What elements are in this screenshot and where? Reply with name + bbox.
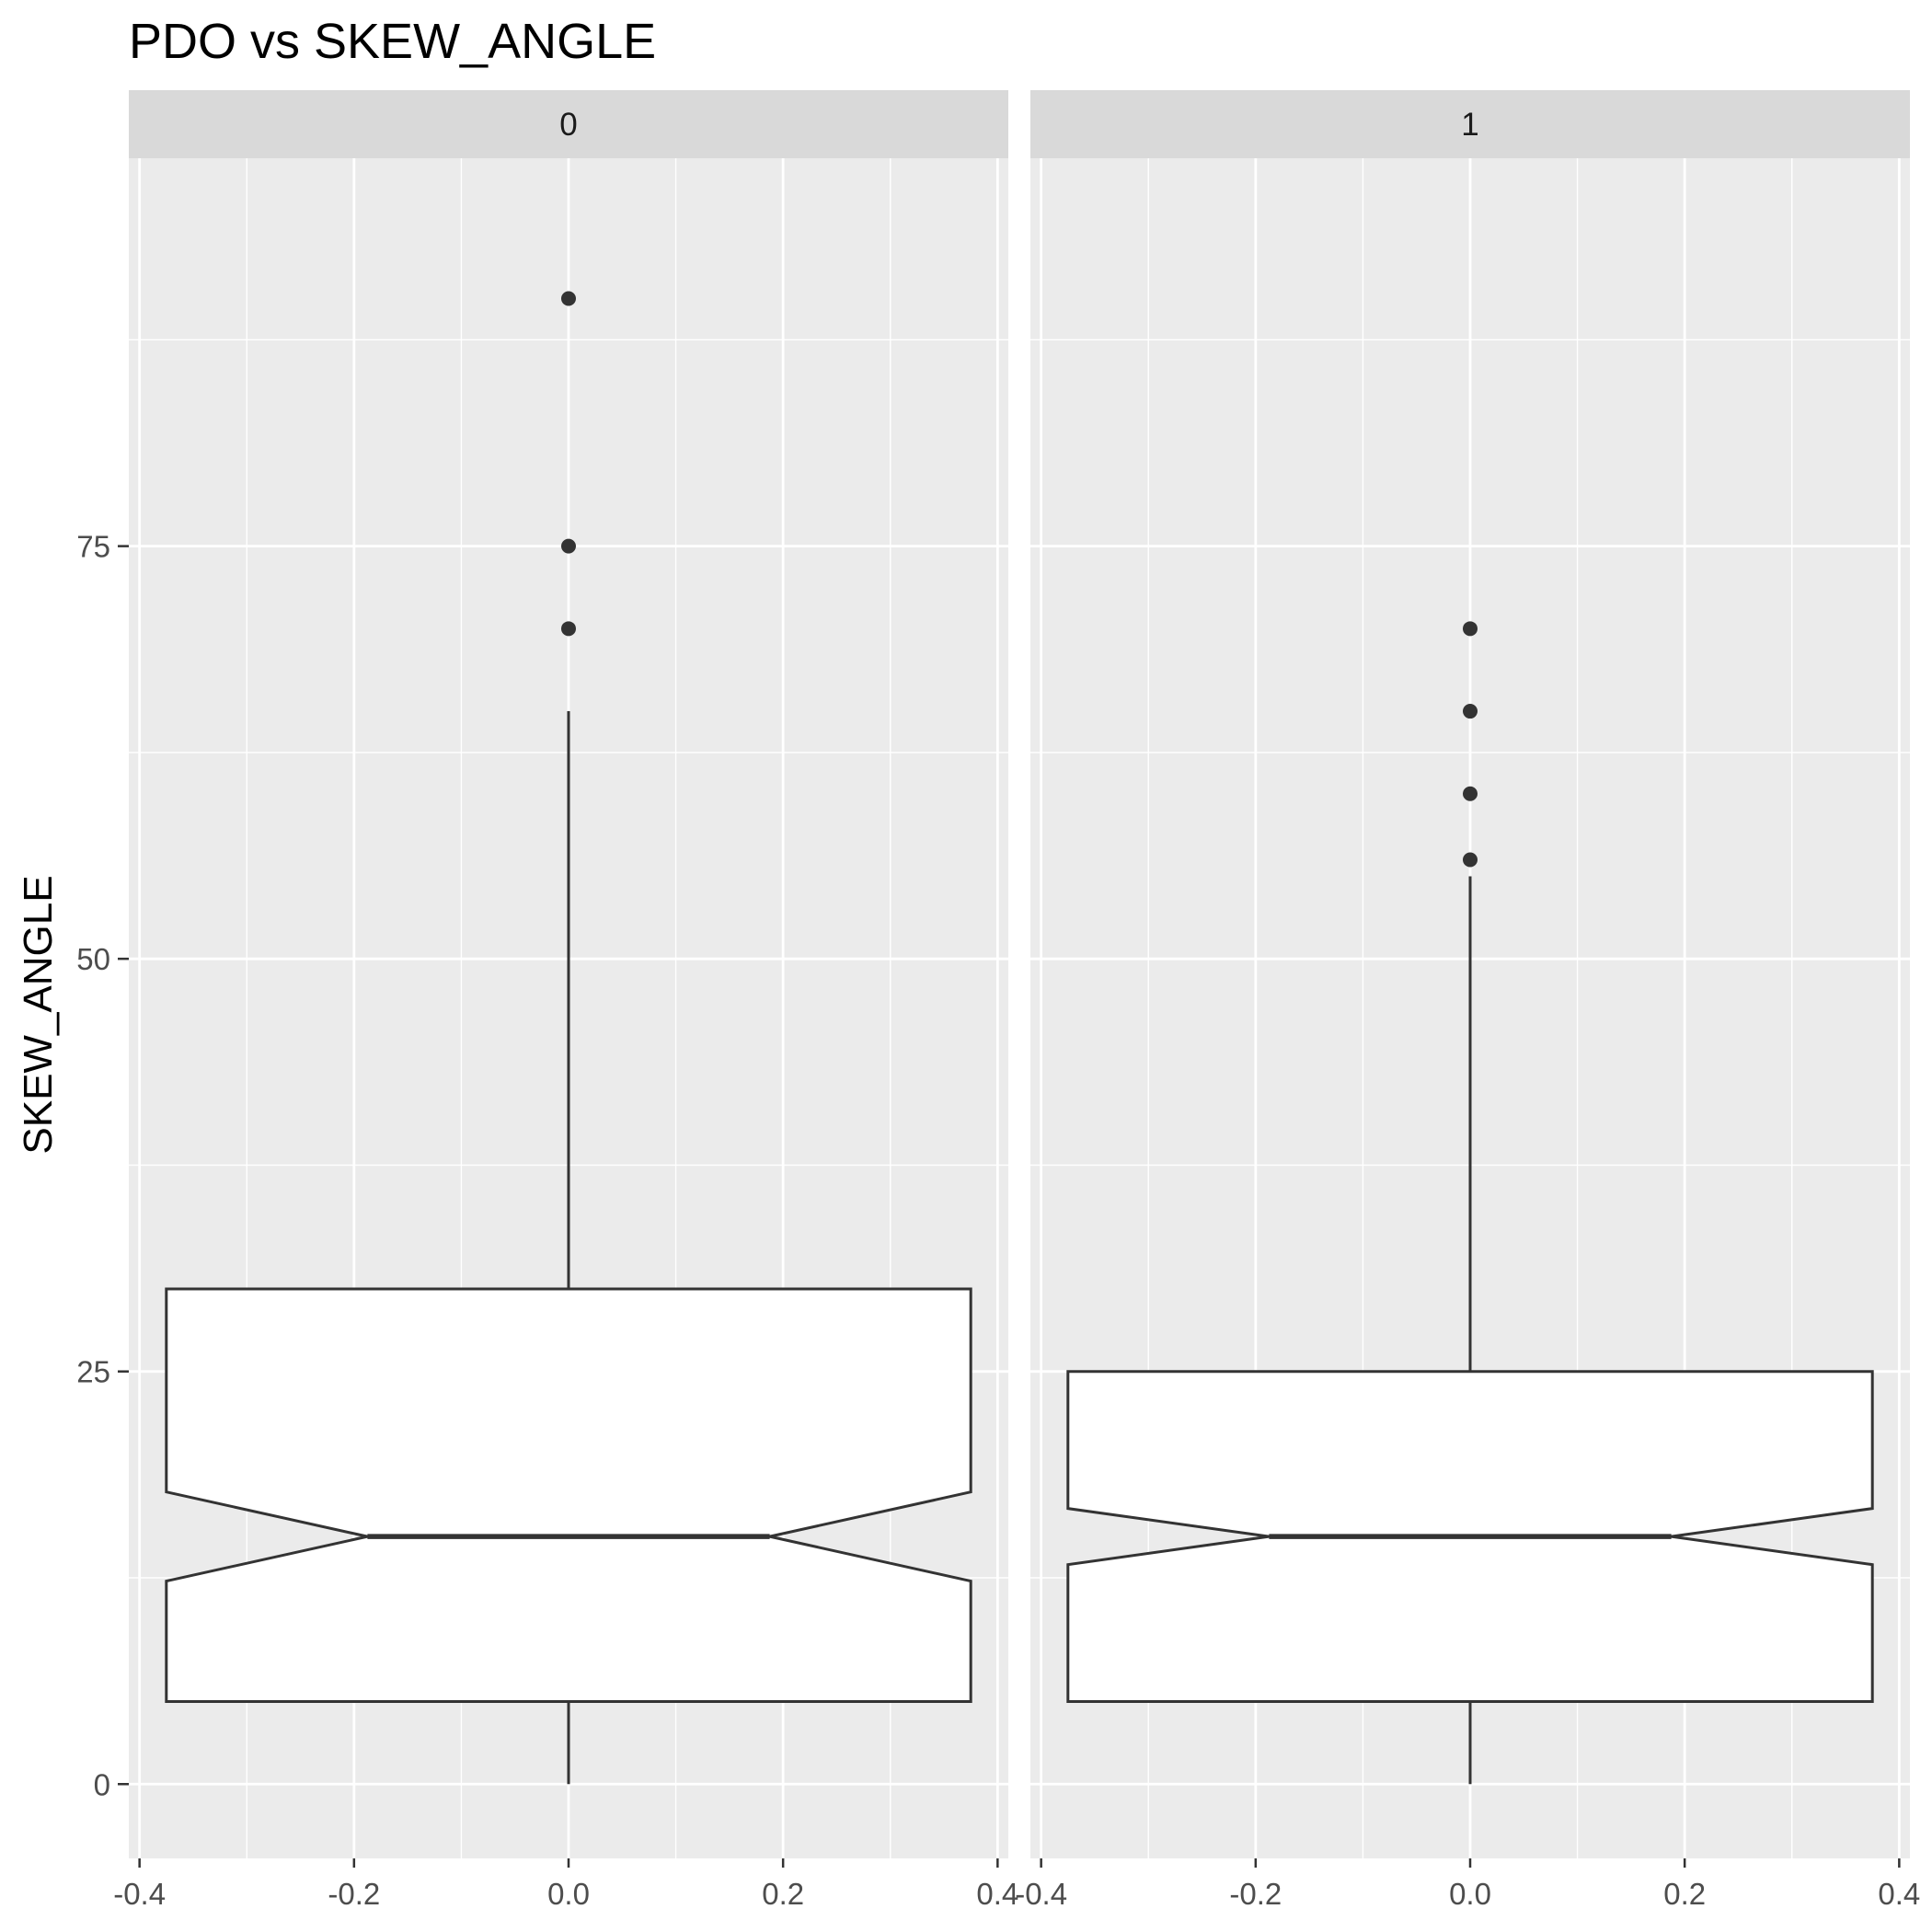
x-tick-label: 0.0 [1449, 1877, 1491, 1911]
outlier-point [561, 538, 576, 554]
x-tick-label: 0.4 [976, 1877, 1018, 1911]
outlier-point [1463, 621, 1478, 637]
facet-strip [129, 90, 1008, 158]
facet-panel-1: 1 -0.4 -0.2 0.0 0.2 0.4 [1015, 90, 1920, 1911]
facet-strip-label: 0 [559, 107, 577, 143]
outlier-point [561, 291, 576, 306]
facet-panel-0: 0 -0.4 -0.2 0.0 0.2 0.4 [113, 90, 1018, 1911]
y-axis: 0 25 50 75 [76, 530, 129, 1801]
y-tick-label: 75 [76, 530, 110, 564]
x-tick-label: 0.0 [547, 1877, 590, 1911]
y-tick-label: 25 [76, 1355, 110, 1389]
x-tick-label: -0.4 [1015, 1877, 1067, 1911]
x-tick-label: -0.2 [1229, 1877, 1282, 1911]
notched-box [165, 1287, 972, 1704]
x-tick-label: 0.2 [1663, 1877, 1706, 1911]
y-tick-label: 50 [76, 942, 110, 976]
outlier-point [561, 621, 576, 637]
facet-strip-label: 1 [1461, 107, 1478, 143]
outlier-point [1463, 704, 1478, 719]
x-tick-label: -0.4 [113, 1877, 166, 1911]
y-tick-label: 0 [94, 1767, 110, 1801]
x-tick-label: 0.2 [762, 1877, 804, 1911]
outlier-point [1463, 786, 1478, 801]
x-tick-label: 0.4 [1878, 1877, 1920, 1911]
facet-strip [1030, 90, 1910, 158]
x-tick-label: -0.2 [328, 1877, 380, 1911]
chart-title: PDO vs SKEW_ANGLE [129, 14, 657, 69]
outlier-point [1463, 852, 1478, 868]
